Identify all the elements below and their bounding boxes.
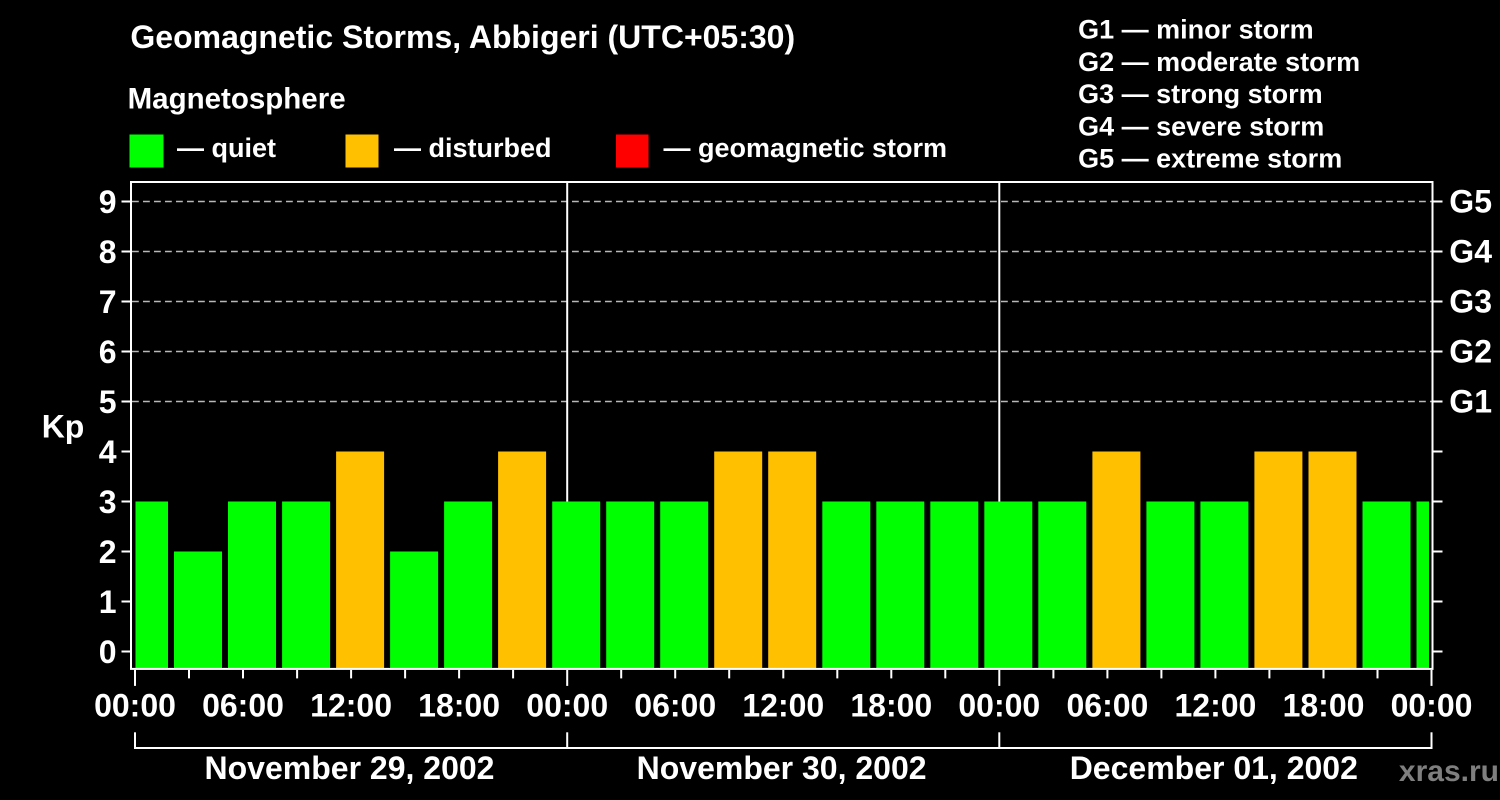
svg-text:00:00: 00:00 bbox=[94, 688, 176, 724]
svg-text:00:00: 00:00 bbox=[526, 688, 608, 724]
svg-text:12:00: 12:00 bbox=[310, 688, 392, 724]
svg-text:xras.ru: xras.ru bbox=[1399, 755, 1499, 788]
svg-text:— disturbed: — disturbed bbox=[394, 133, 552, 163]
svg-text:9: 9 bbox=[99, 184, 117, 220]
svg-text:5: 5 bbox=[99, 384, 117, 420]
svg-text:G2: G2 bbox=[1449, 334, 1492, 370]
svg-text:G3 — strong storm: G3 — strong storm bbox=[1078, 79, 1323, 109]
svg-text:G2 — moderate storm: G2 — moderate storm bbox=[1078, 47, 1360, 77]
svg-text:— geomagnetic storm: — geomagnetic storm bbox=[664, 133, 948, 163]
svg-text:G1: G1 bbox=[1449, 384, 1492, 420]
svg-text:G5 — extreme storm: G5 — extreme storm bbox=[1078, 144, 1342, 174]
svg-text:18:00: 18:00 bbox=[850, 688, 932, 724]
svg-text:1: 1 bbox=[99, 584, 117, 620]
svg-text:G1 — minor storm: G1 — minor storm bbox=[1078, 15, 1314, 45]
svg-text:06:00: 06:00 bbox=[1066, 688, 1148, 724]
svg-text:November 29, 2002: November 29, 2002 bbox=[205, 750, 495, 786]
svg-text:G4: G4 bbox=[1449, 234, 1492, 270]
svg-text:18:00: 18:00 bbox=[418, 688, 500, 724]
svg-text:Kp: Kp bbox=[42, 408, 85, 444]
svg-text:12:00: 12:00 bbox=[1174, 688, 1256, 724]
svg-text:00:00: 00:00 bbox=[1391, 688, 1473, 724]
svg-text:7: 7 bbox=[99, 284, 117, 320]
svg-text:December 01, 2002: December 01, 2002 bbox=[1070, 750, 1358, 786]
svg-text:November 30, 2002: November 30, 2002 bbox=[637, 750, 927, 786]
svg-text:00:00: 00:00 bbox=[958, 688, 1040, 724]
svg-text:6: 6 bbox=[99, 334, 117, 370]
svg-text:0: 0 bbox=[99, 634, 117, 670]
svg-text:06:00: 06:00 bbox=[202, 688, 284, 724]
svg-text:3: 3 bbox=[99, 484, 117, 520]
svg-text:G5: G5 bbox=[1449, 184, 1492, 220]
svg-text:12:00: 12:00 bbox=[742, 688, 824, 724]
svg-text:18:00: 18:00 bbox=[1283, 688, 1365, 724]
svg-text:8: 8 bbox=[99, 234, 117, 270]
svg-text:4: 4 bbox=[99, 434, 117, 470]
svg-text:— quiet: — quiet bbox=[177, 133, 276, 163]
svg-text:06:00: 06:00 bbox=[634, 688, 716, 724]
svg-text:Magnetosphere: Magnetosphere bbox=[128, 83, 346, 116]
svg-text:Geomagnetic Storms, Abbigeri (: Geomagnetic Storms, Abbigeri (UTC+05:30) bbox=[130, 19, 795, 55]
svg-text:G4 — severe storm: G4 — severe storm bbox=[1078, 111, 1324, 141]
svg-text:G3: G3 bbox=[1449, 284, 1492, 320]
svg-text:2: 2 bbox=[99, 534, 117, 570]
